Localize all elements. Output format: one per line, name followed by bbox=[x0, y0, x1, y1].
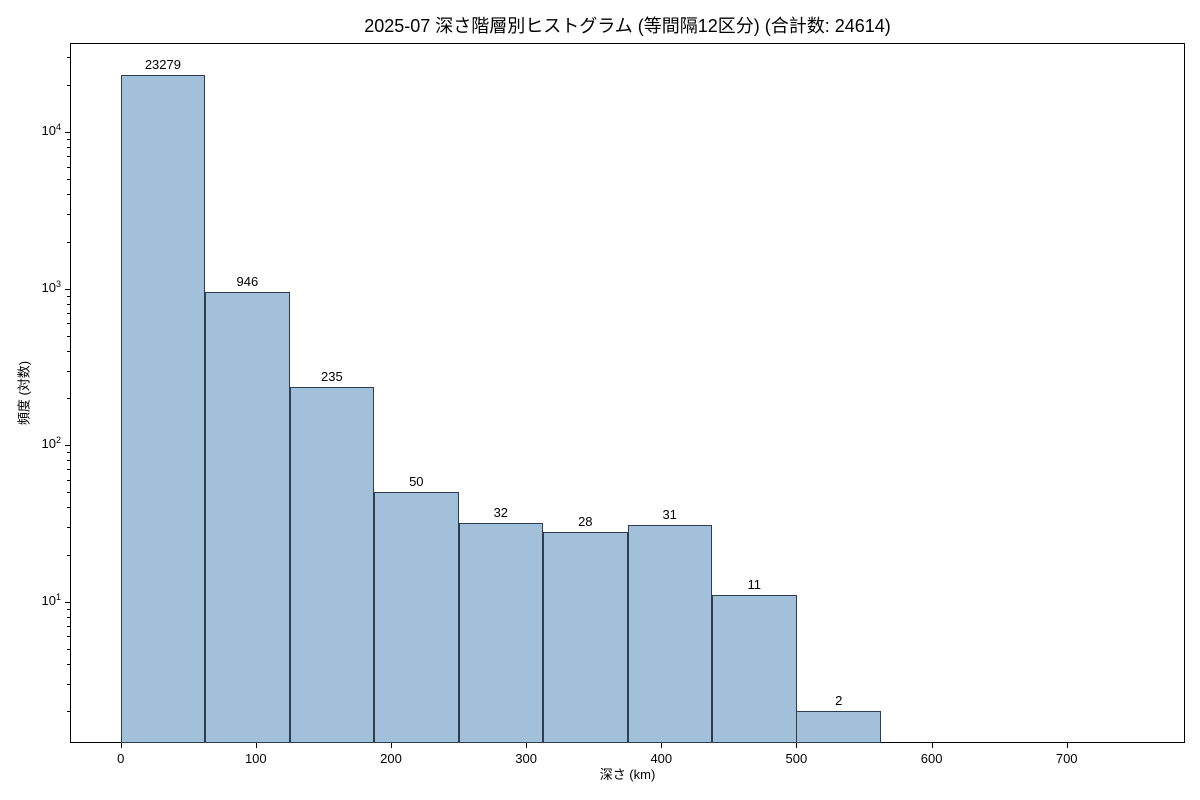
y-minor-tick-mark bbox=[67, 139, 70, 141]
y-minor-tick-mark bbox=[67, 636, 70, 638]
y-tick-mark bbox=[65, 445, 70, 447]
y-tick-mark bbox=[65, 288, 70, 290]
bar-value-label: 235 bbox=[321, 369, 343, 385]
bar-value-label: 946 bbox=[236, 274, 259, 290]
y-minor-tick-mark bbox=[67, 312, 70, 314]
x-tick-label: 700 bbox=[1055, 751, 1078, 766]
y-tick-label: 102 bbox=[41, 435, 61, 452]
bar-value-label: 31 bbox=[662, 506, 677, 522]
y-minor-tick-mark bbox=[67, 241, 70, 243]
y-minor-tick-mark bbox=[67, 57, 70, 59]
y-minor-tick-mark bbox=[67, 398, 70, 399]
histogram-bar bbox=[120, 74, 206, 743]
y-tick-label: 103 bbox=[41, 278, 61, 295]
x-tick-label: 0 bbox=[117, 751, 125, 766]
y-minor-tick-mark bbox=[67, 711, 70, 713]
y-minor-tick-mark bbox=[67, 194, 70, 196]
x-tick-mark bbox=[120, 743, 122, 748]
histogram-bar bbox=[796, 711, 881, 743]
y-minor-tick-mark bbox=[67, 625, 70, 627]
y-tick-label: 101 bbox=[41, 591, 61, 608]
y-minor-tick-mark bbox=[67, 663, 70, 665]
y-minor-tick-mark bbox=[67, 156, 70, 158]
y-minor-tick-mark bbox=[67, 147, 70, 149]
x-tick-label: 500 bbox=[785, 751, 808, 766]
y-minor-tick-mark bbox=[67, 166, 70, 168]
bar-value-label: 50 bbox=[409, 474, 424, 490]
y-minor-tick-mark bbox=[67, 648, 70, 650]
y-minor-tick-mark bbox=[67, 554, 70, 556]
histogram-bar bbox=[712, 595, 797, 743]
y-minor-tick-mark bbox=[67, 214, 70, 215]
y-tick-label: 104 bbox=[41, 122, 61, 139]
x-tick-mark bbox=[661, 743, 663, 748]
y-minor-tick-mark bbox=[67, 507, 70, 509]
x-tick-mark bbox=[1066, 743, 1068, 748]
x-tick-mark bbox=[255, 743, 257, 748]
y-minor-tick-mark bbox=[67, 469, 70, 471]
y-minor-tick-mark bbox=[67, 85, 70, 86]
x-tick-mark bbox=[391, 743, 392, 748]
histogram-bar bbox=[458, 522, 544, 743]
y-minor-tick-mark bbox=[67, 608, 70, 610]
y-minor-tick-mark bbox=[67, 295, 70, 297]
x-tick-mark bbox=[931, 743, 933, 748]
y-tick-mark bbox=[65, 601, 70, 603]
y-minor-tick-mark bbox=[67, 452, 70, 454]
x-axis-label: 深さ (km) bbox=[599, 767, 656, 782]
y-minor-tick-mark bbox=[67, 350, 70, 352]
y-minor-tick-mark bbox=[67, 303, 70, 305]
histogram-bar bbox=[289, 387, 375, 743]
x-tick-label: 200 bbox=[380, 751, 402, 766]
x-tick-label: 300 bbox=[515, 751, 537, 766]
histogram-bar bbox=[374, 492, 459, 743]
y-minor-tick-mark bbox=[67, 683, 70, 685]
x-tick-label: 600 bbox=[920, 751, 943, 766]
histogram-bar bbox=[205, 292, 290, 743]
bar-value-label: 2 bbox=[835, 693, 843, 709]
y-minor-tick-mark bbox=[67, 370, 70, 372]
y-minor-tick-mark bbox=[67, 323, 70, 325]
histogram-bar bbox=[543, 531, 628, 743]
histogram-bar bbox=[627, 524, 712, 743]
y-minor-tick-mark bbox=[67, 179, 70, 181]
x-tick-mark bbox=[526, 743, 528, 748]
y-axis-label: 頻度 (対数) bbox=[16, 360, 32, 426]
x-tick-mark bbox=[796, 743, 798, 748]
bar-value-label: 11 bbox=[747, 577, 761, 593]
y-minor-tick-mark bbox=[67, 460, 70, 462]
y-tick-mark bbox=[65, 132, 70, 134]
bar-value-label: 28 bbox=[578, 513, 593, 529]
y-minor-tick-mark bbox=[67, 527, 70, 528]
bar-value-label: 32 bbox=[493, 504, 509, 520]
y-minor-tick-mark bbox=[67, 335, 70, 337]
y-minor-tick-mark bbox=[67, 479, 70, 481]
y-minor-tick-mark bbox=[67, 616, 70, 618]
x-tick-label: 100 bbox=[244, 751, 267, 766]
x-tick-label: 400 bbox=[650, 751, 673, 766]
y-minor-tick-mark bbox=[67, 492, 70, 494]
chart-title: 2025-07 深さ階層別ヒストグラム (等間隔12区分) (合計数: 2461… bbox=[364, 16, 891, 36]
bar-value-label: 23279 bbox=[144, 56, 181, 72]
